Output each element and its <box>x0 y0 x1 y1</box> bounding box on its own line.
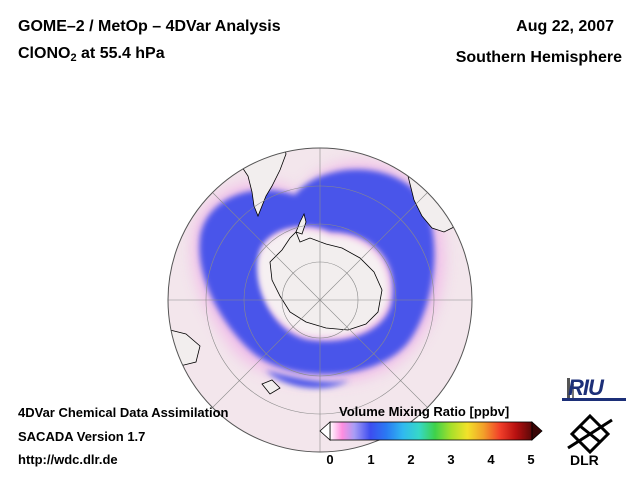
riu-logo-mark <box>562 378 626 401</box>
species-label: ClONO2 at 55.4 hPa <box>18 45 165 64</box>
colorbar-low-arrow <box>319 421 331 441</box>
colorbar-tick: 4 <box>487 452 495 467</box>
hemisphere-label: Southern Hemisphere <box>455 49 622 66</box>
species-subscript: 2 <box>70 52 77 64</box>
date-label: Aug 22, 2007 <box>516 18 614 35</box>
species-suffix: at 55.4 hPa <box>76 45 165 62</box>
colorbar-tick: 0 <box>326 452 334 467</box>
colorbar-tick: 1 <box>367 452 375 467</box>
dlr-logo-text: DLR <box>570 452 599 468</box>
graticule <box>168 148 472 452</box>
map-title: GOME–2 / MetOp – 4DVar Analysis <box>18 18 281 35</box>
colorbar-tick: 2 <box>407 452 415 467</box>
species-prefix: ClONO <box>18 45 71 62</box>
footer-url[interactable]: http://wdc.dlr.de <box>18 452 118 467</box>
colorbar <box>319 421 543 441</box>
colorbar-tick: 5 <box>527 452 535 467</box>
vortex-patch <box>265 370 350 389</box>
antarctic-peninsula <box>295 212 307 235</box>
dlr-logo-mark <box>567 413 613 455</box>
antarctica <box>269 231 383 331</box>
colorbar-tick: 3 <box>447 452 455 467</box>
footer-system: 4DVar Chemical Data Assimilation <box>18 405 229 420</box>
footer-version: SACADA Version 1.7 <box>18 429 146 444</box>
colorbar-high-arrow <box>531 421 543 441</box>
new-zealand <box>261 379 281 395</box>
colorbar-gradient <box>329 421 533 441</box>
riu-logo-text: RIU <box>568 375 604 400</box>
globe-outline <box>167 147 473 453</box>
colorbar-title: Volume Mixing Ratio [ppbv] <box>339 404 510 419</box>
globe-content <box>168 148 472 452</box>
vortex-band <box>199 169 435 375</box>
